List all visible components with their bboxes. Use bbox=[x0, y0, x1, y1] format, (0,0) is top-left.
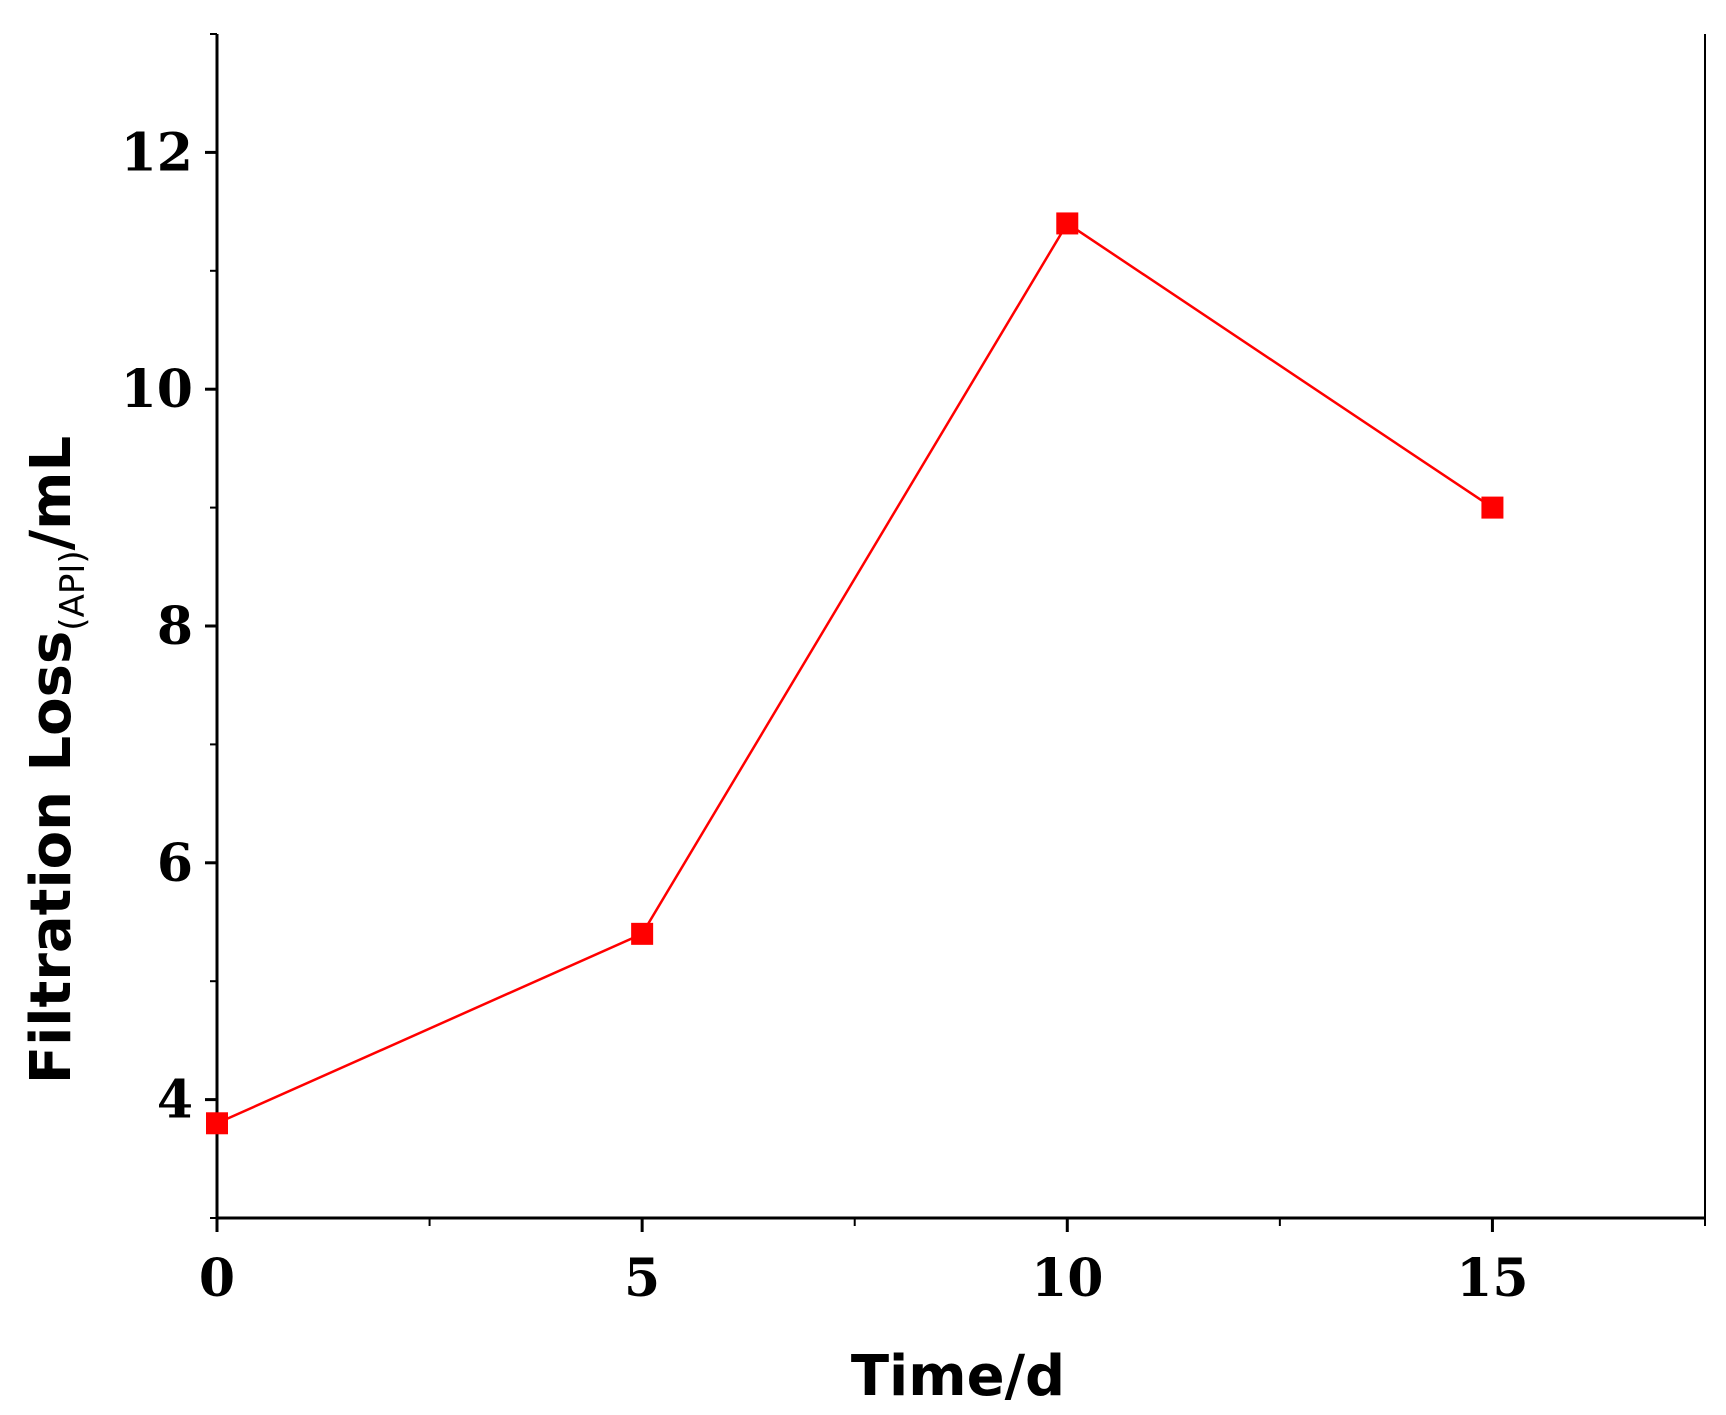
x-tick-label: 0 bbox=[199, 1248, 235, 1309]
x-tick-label: 10 bbox=[1031, 1248, 1103, 1309]
x-tick-label: 5 bbox=[624, 1248, 660, 1309]
data-point-marker bbox=[206, 1112, 228, 1135]
y-tick-label: 8 bbox=[157, 596, 193, 657]
y-axis-title-subscript: (API) bbox=[53, 550, 93, 630]
series-line bbox=[216, 221, 1494, 1125]
y-axis-title-main: Filtration Loss bbox=[19, 631, 84, 1084]
x-axis-title: Time/d bbox=[851, 1344, 1065, 1409]
x-tick-label: 15 bbox=[1456, 1248, 1528, 1309]
y-tick-label: 6 bbox=[157, 833, 193, 894]
tick-labels: 4 6 8 10 12 0 5 10 15 bbox=[121, 122, 1529, 1309]
series bbox=[206, 212, 1504, 1135]
y-tick-label: 12 bbox=[121, 122, 193, 183]
data-point-marker bbox=[1481, 496, 1504, 519]
y-tick-label: 4 bbox=[157, 1070, 193, 1131]
data-point-marker bbox=[631, 922, 654, 945]
y-tick-label: 10 bbox=[121, 359, 193, 420]
ticks bbox=[205, 33, 1706, 1232]
axes bbox=[215, 34, 1706, 1220]
y-axis-title-unit: /mL bbox=[19, 436, 84, 551]
y-axis-title: Filtration Loss(API)/mL bbox=[19, 436, 93, 1084]
data-point-marker bbox=[1056, 212, 1079, 235]
